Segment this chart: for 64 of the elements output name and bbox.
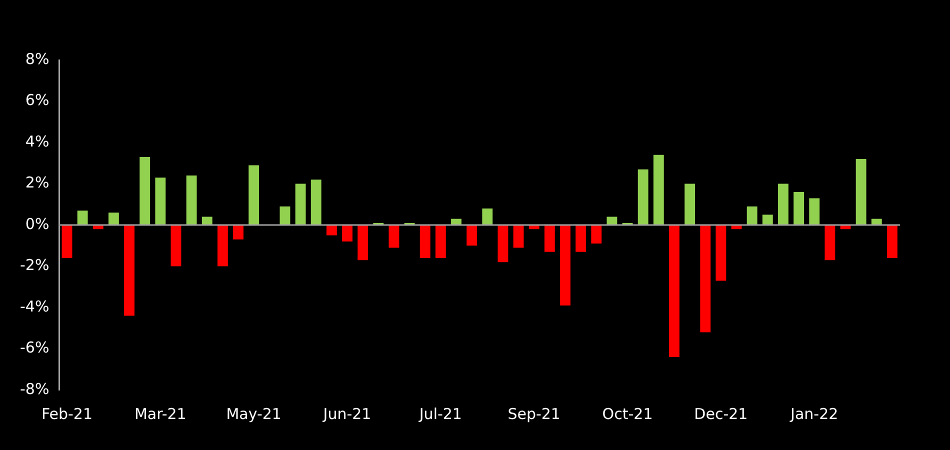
bar (669, 225, 680, 357)
bar (762, 214, 773, 225)
x-tick-label: Jun-21 (322, 404, 372, 423)
bar (388, 225, 400, 248)
x-tick-label: May-21 (226, 404, 282, 423)
bar (108, 212, 119, 225)
bar (155, 178, 166, 225)
bar (856, 159, 866, 225)
x-tick-label: Dec-21 (694, 404, 748, 423)
bar (560, 225, 570, 306)
bar (746, 206, 758, 225)
x-tick-label: Feb-21 (41, 404, 93, 423)
bar (498, 225, 508, 262)
bar (233, 225, 244, 240)
bar (482, 208, 493, 225)
bar (326, 225, 337, 236)
x-tick-label: Jul-21 (418, 404, 462, 423)
x-tick-label: Oct-21 (602, 404, 653, 423)
y-tick-label: -8% (20, 380, 50, 398)
y-tick-label: 2% (25, 174, 50, 192)
bar (591, 225, 602, 244)
bar (170, 225, 182, 266)
bar (606, 216, 618, 225)
bar (778, 184, 788, 225)
bar (62, 225, 72, 258)
bar (420, 225, 430, 258)
bar (871, 218, 882, 225)
bar (466, 225, 478, 246)
bar (576, 225, 586, 252)
bar (794, 192, 804, 225)
bar (451, 218, 462, 225)
bar (186, 176, 197, 225)
bar (358, 225, 368, 260)
x-tick-label: Mar-21 (134, 404, 186, 423)
bar (544, 225, 555, 252)
bar (716, 225, 726, 281)
bar (217, 225, 228, 266)
bar (202, 216, 212, 225)
y-tick-label: -4% (20, 297, 50, 316)
bar (342, 225, 352, 242)
bar (295, 184, 306, 225)
bar (653, 154, 664, 225)
bar (684, 184, 696, 225)
bar (140, 156, 150, 225)
bar (638, 169, 648, 225)
x-tick-label: Jan-22 (790, 404, 838, 423)
bar (513, 225, 524, 248)
bar (77, 210, 88, 225)
y-tick-label: 0% (25, 214, 50, 233)
y-tick-label: 4% (25, 132, 50, 150)
bar (824, 225, 836, 260)
bar (700, 225, 711, 332)
y-tick-label: -2% (20, 256, 50, 274)
bar (310, 180, 322, 225)
y-tick-label: 6% (25, 91, 50, 110)
bar (435, 225, 446, 258)
bar (124, 225, 134, 316)
bar (809, 198, 820, 225)
bar (248, 165, 260, 225)
bar (887, 225, 898, 258)
y-tick-label: -6% (20, 338, 50, 357)
y-tick-label: 8% (25, 50, 50, 68)
bar (280, 206, 290, 225)
x-tick-label: Sep-21 (508, 404, 560, 423)
